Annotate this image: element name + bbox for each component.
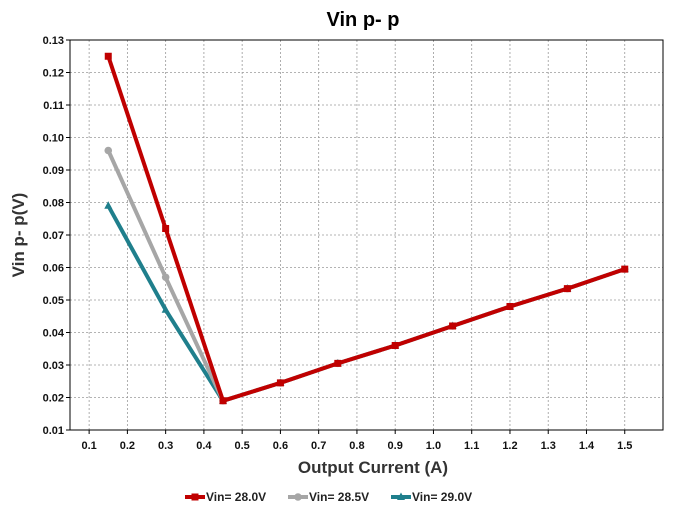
legend-label: Vin= 28.5V [309,490,369,504]
series-lines [104,52,629,405]
series-line [106,55,626,403]
data-point [219,397,227,405]
data-point [104,146,113,155]
series-3 [104,201,629,404]
chart-title: Vin p- p [327,9,400,31]
x-tick-label: 1.1 [464,440,479,452]
legend-item: Vin= 28.5V [288,490,369,504]
x-tick-label: 0.7 [311,440,326,452]
data-point [104,52,112,60]
data-point [276,379,284,387]
x-tick-label: 0.5 [235,440,250,452]
legend-item: Vin= 29.0V [391,490,472,504]
legend-label: Vin= 29.0V [412,490,472,504]
data-point [563,285,571,293]
x-tick-label: 0.4 [196,440,212,452]
grid [70,39,663,431]
x-tick-label: 0.8 [349,440,364,452]
x-tick-label: 0.2 [120,440,135,452]
y-tick-label: 0.09 [43,165,64,177]
data-point [449,322,457,330]
legend: Vin= 28.0V Vin= 28.5V Vin= 29.0V [185,490,472,504]
y-tick-label: 0.07 [43,230,64,242]
y-tick-label: 0.03 [43,360,64,372]
x-axis-title: Output Current (A) [298,458,448,477]
data-point [161,273,170,282]
data-point [161,305,170,313]
axis-ticks: 0.1 0.2 0.3 0.4 0.5 0.6 0.7 0.8 0.9 1.0 1.1 1.2 1.3 1… [43,35,633,452]
y-tick-label: 0.05 [43,295,64,307]
y-tick-label: 0.04 [43,328,65,340]
legend-marker [294,493,302,501]
y-tick-label: 0.01 [43,425,64,437]
data-point [162,225,170,232]
x-tick-label: 0.3 [158,440,173,452]
legend-marker [191,493,199,501]
y-tick-label: 0.10 [43,133,64,145]
x-tick-label: 0.6 [273,440,288,452]
x-tick-label: 1.5 [617,440,632,452]
y-tick-label: 0.13 [43,35,64,47]
x-tick-label: 1.0 [426,440,441,452]
legend-item: Vin= 28.0V [185,490,266,504]
data-point [391,342,399,349]
y-tick-label: 0.12 [43,68,64,80]
x-tick-label: 1.4 [579,440,595,452]
y-axis-title: Vin p- p(V) [9,193,28,278]
y-tick-label: 0.02 [43,393,64,405]
x-tick-label: 1.2 [502,440,517,452]
y-tick-label: 0.08 [43,198,64,210]
series-line [106,149,626,403]
x-tick-label: 0.9 [388,440,403,452]
data-point [104,201,113,209]
legend-marker [397,492,405,500]
y-tick-label: 0.06 [43,263,64,275]
x-tick-label: 0.1 [81,440,96,452]
legend-label: Vin= 28.0V [206,490,266,504]
x-tick-label: 1.3 [541,440,556,452]
data-point [334,359,342,367]
data-point [506,303,514,310]
data-point [621,265,629,273]
series-1 [104,52,629,405]
y-tick-label: 0.11 [43,100,64,112]
